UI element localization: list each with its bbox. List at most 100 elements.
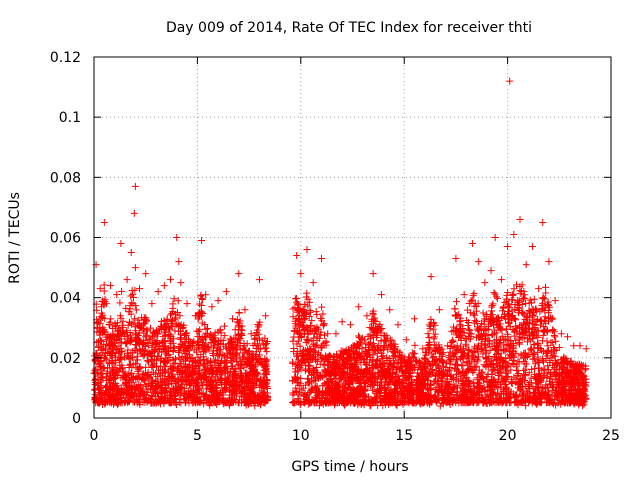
data-point — [148, 343, 156, 351]
data-point — [235, 336, 243, 344]
data-point — [144, 341, 152, 349]
data-point — [209, 393, 217, 401]
data-point — [150, 328, 158, 336]
data-point — [262, 344, 270, 352]
data-point — [304, 337, 312, 345]
data-point — [162, 331, 170, 339]
data-point — [253, 377, 261, 385]
data-point — [143, 327, 151, 335]
data-point — [254, 392, 262, 400]
data-point — [228, 391, 236, 399]
data-point — [117, 338, 125, 346]
data-point — [179, 323, 187, 331]
data-point — [114, 349, 122, 357]
data-point — [552, 337, 560, 345]
data-point — [142, 381, 150, 389]
data-point — [152, 341, 160, 349]
data-point — [160, 398, 168, 406]
data-point — [99, 328, 107, 336]
data-point — [153, 363, 161, 371]
data-point — [177, 344, 185, 352]
data-point — [230, 344, 238, 352]
data-point — [233, 318, 241, 326]
data-point — [195, 343, 203, 351]
data-point — [148, 382, 156, 390]
data-point — [178, 384, 186, 392]
data-point — [137, 338, 145, 346]
data-point — [97, 315, 105, 323]
data-point — [140, 351, 148, 359]
data-point — [116, 312, 124, 320]
data-point — [230, 377, 238, 385]
data-point — [118, 348, 126, 356]
data-point — [111, 339, 119, 347]
data-point — [245, 395, 253, 403]
data-point — [222, 399, 230, 407]
data-point — [117, 393, 125, 401]
data-point — [207, 377, 215, 385]
data-point — [160, 366, 168, 374]
data-point — [142, 363, 150, 371]
data-point — [197, 301, 205, 309]
data-point — [251, 340, 259, 348]
data-point — [247, 362, 255, 370]
data-point — [198, 319, 206, 327]
data-point — [144, 350, 152, 358]
data-point — [107, 378, 115, 386]
data-point — [94, 399, 102, 407]
data-point — [170, 363, 178, 371]
data-point — [246, 384, 254, 392]
data-point — [153, 327, 161, 335]
data-point — [91, 393, 99, 401]
data-point — [107, 396, 115, 404]
data-point — [161, 376, 169, 384]
data-point — [196, 390, 204, 398]
data-point — [110, 384, 118, 392]
data-point — [115, 356, 123, 364]
data-point — [126, 360, 134, 368]
data-point — [127, 292, 135, 300]
data-point — [245, 347, 253, 355]
data-point — [136, 391, 144, 399]
data-point — [102, 345, 110, 353]
data-point — [166, 335, 174, 343]
data-point — [451, 305, 459, 313]
data-point — [95, 342, 103, 350]
data-point — [171, 327, 179, 335]
data-point — [181, 369, 189, 377]
data-point — [106, 352, 114, 360]
data-point — [111, 371, 119, 379]
data-point — [183, 354, 191, 362]
data-point — [127, 299, 135, 307]
data-point — [241, 349, 249, 357]
data-point — [174, 348, 182, 356]
data-point — [97, 336, 105, 344]
data-point — [160, 343, 168, 351]
data-point — [205, 373, 213, 381]
data-point — [177, 373, 185, 381]
data-point — [318, 303, 326, 311]
data-point — [181, 338, 189, 346]
data-point — [119, 317, 127, 325]
data-point — [255, 321, 263, 329]
data-point — [168, 392, 176, 400]
data-point — [215, 351, 223, 359]
data-point — [167, 311, 175, 319]
data-point — [188, 366, 196, 374]
data-point — [197, 292, 205, 300]
data-point — [219, 337, 227, 345]
data-point — [246, 359, 254, 367]
data-point — [240, 356, 248, 364]
data-point — [231, 373, 239, 381]
data-point — [191, 388, 199, 396]
data-point — [124, 331, 132, 339]
data-point — [176, 334, 184, 342]
data-point — [170, 399, 178, 407]
data-point — [234, 399, 242, 407]
data-point — [134, 367, 142, 375]
data-point — [141, 369, 149, 377]
data-point — [238, 322, 246, 330]
data-point — [162, 359, 170, 367]
data-point — [264, 392, 272, 400]
